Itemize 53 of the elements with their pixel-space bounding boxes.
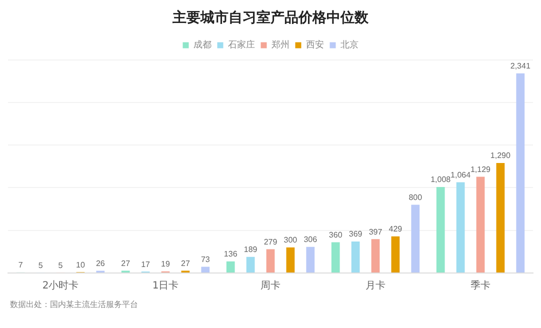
- x-tick-label: 月卡: [366, 280, 386, 292]
- chart-title: 主要城市自习室产品价格中位数: [172, 9, 370, 26]
- data-label: 26: [96, 258, 106, 268]
- data-label: 19: [161, 260, 170, 269]
- bar: [411, 204, 420, 272]
- data-label: 17: [141, 260, 151, 269]
- data-label: 369: [348, 230, 363, 239]
- bar: [516, 73, 525, 272]
- legend-label: 成都: [193, 40, 212, 51]
- data-label: 1,290: [490, 151, 512, 160]
- bar: [351, 242, 360, 272]
- data-label: 27: [121, 258, 131, 268]
- data-label: 136: [224, 250, 238, 259]
- data-label: 429: [388, 224, 403, 234]
- data-label: 1,008: [430, 175, 452, 184]
- data-label: 360: [328, 230, 343, 240]
- data-label: 1,064: [450, 170, 472, 180]
- legend-label: 西安: [306, 40, 324, 51]
- bar: [496, 162, 505, 272]
- text: 数据出处：国内某主流生活服务平台: [10, 299, 138, 311]
- bar: [476, 176, 485, 272]
- legend-label: 石家庄: [228, 40, 255, 51]
- x-tick-label: 季卡: [470, 280, 490, 292]
- x-tick-label: 周卡: [260, 280, 280, 292]
- data-label: 300: [284, 236, 298, 245]
- x-tick-label: 1日卡: [152, 280, 179, 292]
- bar: [246, 256, 255, 272]
- data-label: 7: [18, 260, 24, 270]
- data-label: 1,129: [470, 164, 492, 174]
- data-label: 5: [38, 260, 44, 270]
- data-label: 73: [200, 254, 210, 264]
- data-label: 10: [76, 260, 86, 270]
- bar: [306, 246, 315, 272]
- legend-label: 北京: [340, 40, 358, 51]
- bar: [371, 239, 380, 272]
- bar: [391, 236, 400, 272]
- bar: [226, 261, 235, 272]
- data-label: 2,341: [510, 62, 531, 71]
- data-label: 279: [264, 237, 278, 246]
- bar: [436, 187, 445, 272]
- data-label: 800: [408, 192, 423, 202]
- bar: [201, 266, 210, 272]
- data-label: 5: [58, 260, 64, 270]
- bar: [331, 242, 340, 272]
- legend-label: 郑州: [271, 40, 290, 51]
- data-label: 397: [368, 227, 383, 236]
- x-tick-label: 2小时卡: [42, 280, 79, 292]
- bar: [456, 182, 465, 272]
- data-label: 306: [304, 235, 318, 244]
- data-label: 27: [180, 258, 190, 268]
- bar: [286, 247, 295, 272]
- bar: [266, 249, 275, 272]
- data-label: 189: [244, 245, 258, 254]
